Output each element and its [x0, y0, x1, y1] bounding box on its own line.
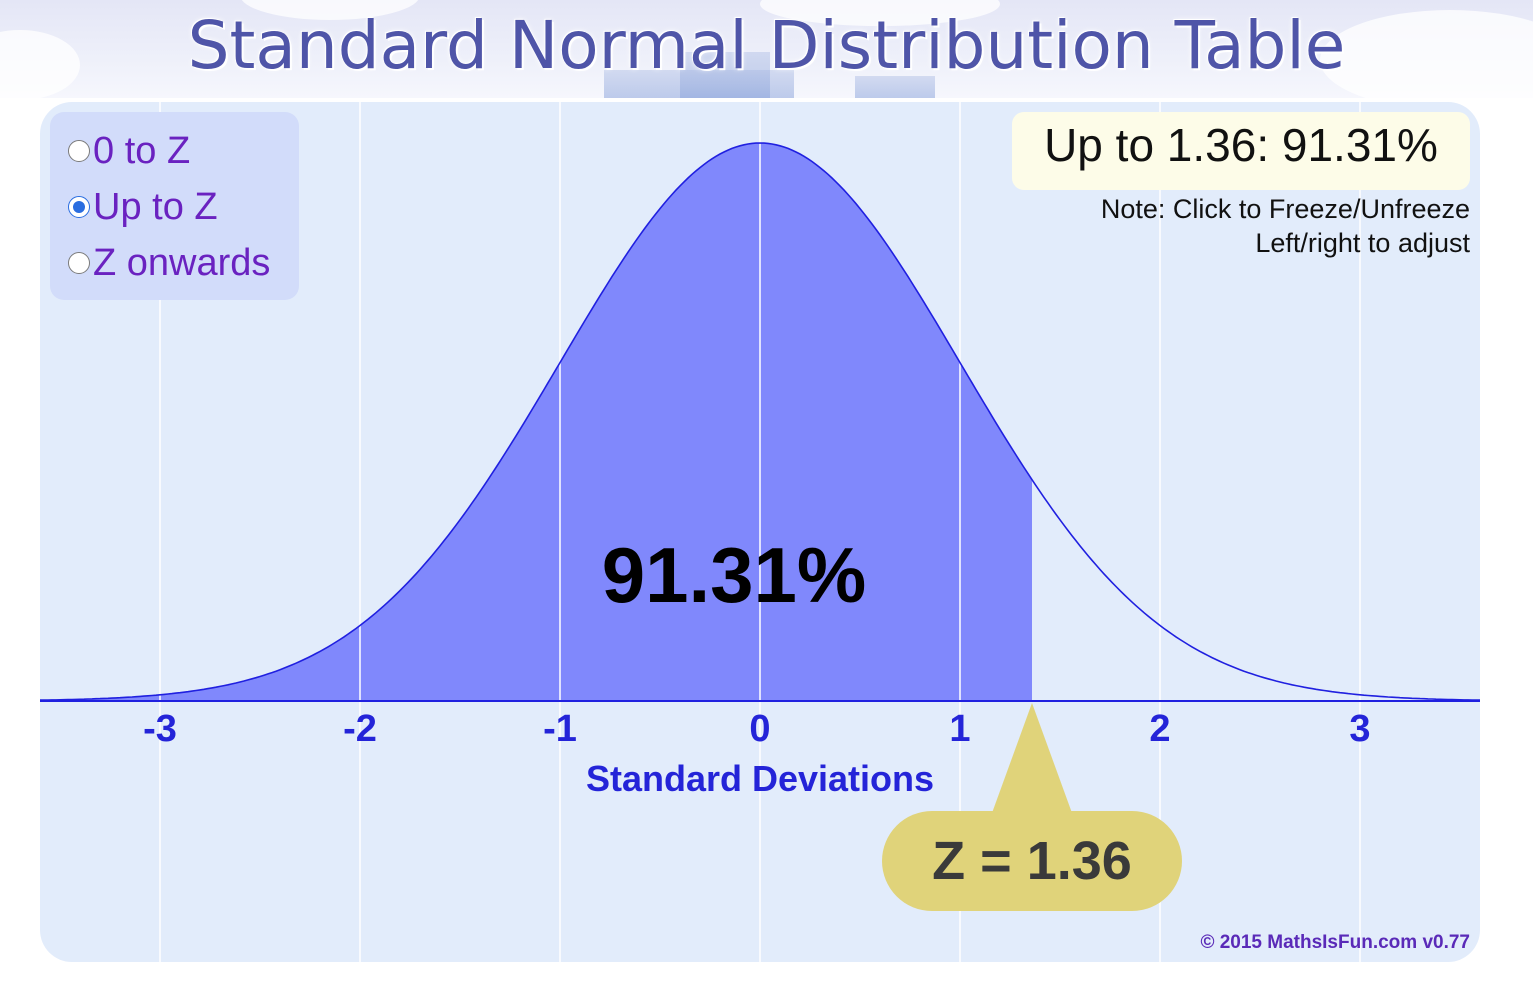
radio-icon[interactable]: [68, 252, 90, 274]
x-tick-label: -2: [343, 708, 377, 750]
x-tick-label: -3: [143, 708, 177, 750]
z-callout-bubble: [882, 811, 1182, 911]
note-adjust: Left/right to adjust: [1255, 228, 1470, 258]
mode-option-0-to-z[interactable]: 0 to Z: [68, 129, 190, 173]
radio-icon[interactable]: [68, 196, 90, 218]
x-tick-label: 2: [1149, 708, 1170, 750]
building-decoration: [680, 52, 770, 98]
shaded-area: [40, 143, 1032, 701]
z-callout-pointer: [992, 703, 1072, 813]
x-tick-label: -1: [543, 708, 577, 750]
x-axis-title: Standard Deviations: [586, 758, 934, 799]
mode-selector: 0 to Z Up to Z Z onwards: [50, 112, 299, 300]
building-decoration: [855, 76, 935, 98]
note-freeze: Note: Click to Freeze/Unfreeze: [1100, 194, 1470, 224]
cloud-decoration: [1320, 10, 1533, 98]
z-value-label: Z = 1.36: [932, 831, 1132, 891]
mode-label: Z onwards: [93, 241, 271, 284]
normal-curve-chart[interactable]: -3 -2 -1 0 1 2 3 Standard Deviations 91.31% Z = 1…: [40, 102, 1480, 962]
area-percent-label: 91.31%: [602, 531, 867, 619]
mode-label: Up to Z: [93, 185, 218, 228]
distribution-panel[interactable]: -3 -2 -1 0 1 2 3 Standard Deviations 91.31% Z = 1…: [40, 102, 1480, 962]
radio-icon[interactable]: [68, 140, 90, 162]
mode-option-up-to-z[interactable]: Up to Z: [68, 185, 218, 229]
mode-label: 0 to Z: [93, 129, 191, 172]
mode-option-z-onwards[interactable]: Z onwards: [68, 241, 270, 285]
x-tick-label: 0: [749, 708, 770, 750]
result-readout: Up to 1.36: 91.31%: [1012, 112, 1470, 190]
cloud-decoration: [240, 0, 420, 20]
copyright-text: © 2015 MathsIsFun.com v0.77: [1200, 932, 1470, 953]
normal-curve-line: [40, 142, 1480, 701]
x-tick-label: 1: [949, 708, 970, 750]
x-tick-label: 3: [1349, 708, 1370, 750]
page-title: Standard Normal Distribution Table: [187, 7, 1346, 84]
header-banner: [0, 0, 1533, 98]
